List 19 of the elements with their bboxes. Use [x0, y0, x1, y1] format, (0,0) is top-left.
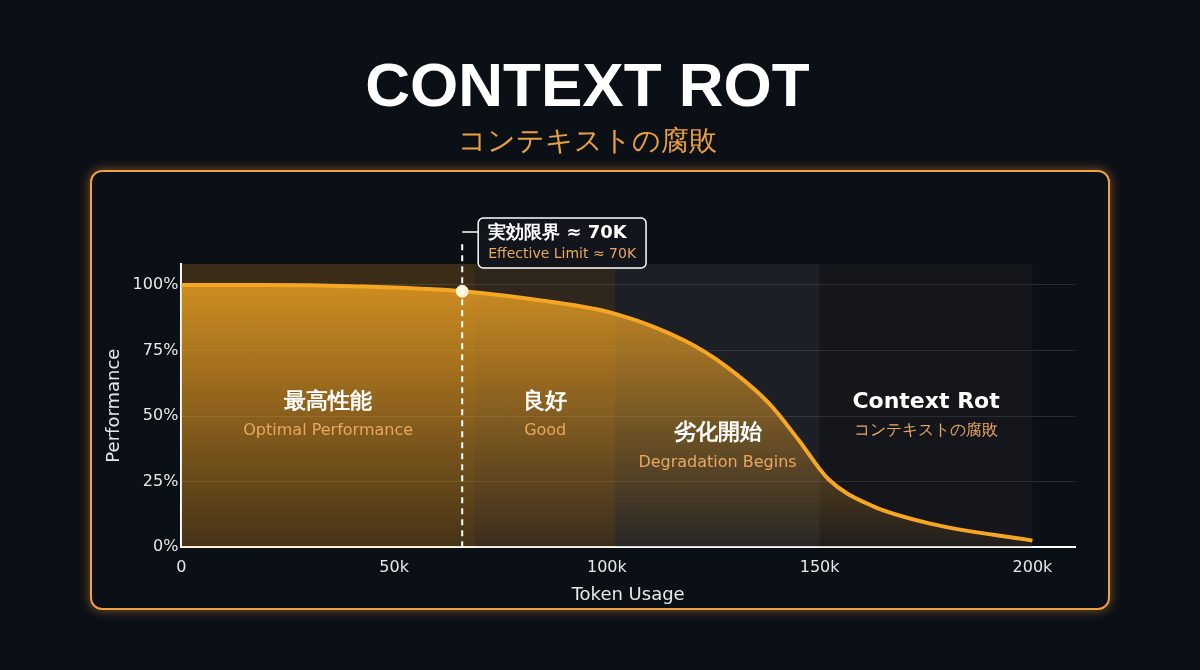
chart-title: CONTEXT ROT: [365, 50, 810, 120]
band-label: 最高性能 Optimal Performance: [243, 387, 414, 440]
band-label: Context Rot コンテキストの腐敗: [852, 387, 1001, 440]
x-tick-label: 100k: [586, 556, 628, 576]
y-tick-label: 100%: [132, 274, 179, 294]
x-tick-label: 150k: [799, 556, 841, 576]
x-axis-title: Token Usage: [570, 582, 685, 604]
y-tick-label: 50%: [142, 405, 179, 425]
band-label: 劣化開始 Degradation Begins: [638, 419, 797, 471]
chart-subtitle: コンテキストの腐敗: [458, 124, 717, 158]
y-tick-label: 25%: [142, 470, 179, 490]
y-axis-title: Performance: [102, 348, 124, 463]
x-tick-label: 0: [176, 556, 187, 576]
ref-line-label: 実効限界 ≈ 70K Effective Limit ≈ 70K: [487, 220, 637, 261]
x-tick-label: 50k: [379, 556, 410, 576]
x-tick-label: 200k: [1012, 556, 1054, 576]
y-tick-label: 75%: [142, 339, 179, 359]
band-label: 良好 Good: [523, 387, 568, 440]
y-tick-label: 0%: [152, 536, 179, 556]
